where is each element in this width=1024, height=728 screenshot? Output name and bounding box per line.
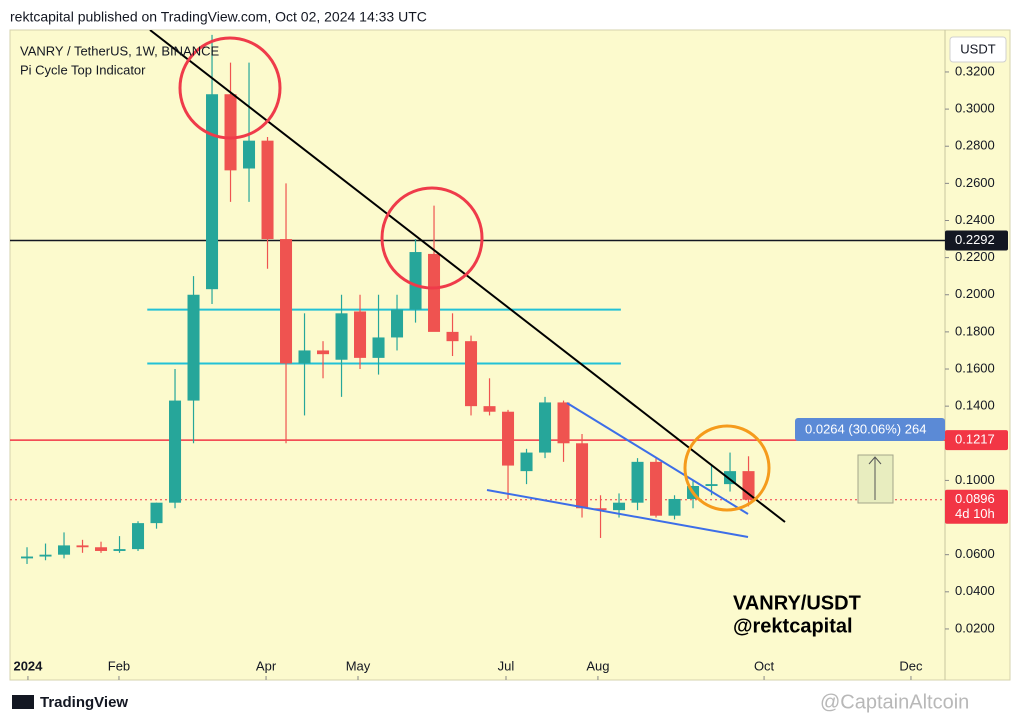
candle-body: [483, 406, 496, 412]
price-label-box: [945, 430, 1008, 451]
highlight-circle: [683, 424, 771, 512]
plot-area: [10, 34, 945, 564]
candle-body: [650, 461, 663, 516]
candle-body: [613, 502, 626, 511]
y-tick-label: 0.2400: [955, 212, 995, 227]
candle-body: [465, 341, 478, 407]
highlight-circle: [380, 186, 484, 290]
candle-body: [224, 94, 237, 171]
candle-body: [354, 311, 367, 358]
price-label-box: [945, 489, 1008, 524]
y-tick-label: 0.1000: [955, 472, 995, 487]
footer-brand: TradingView: [40, 694, 128, 711]
chart-title: VANRY / TetherUS, 1W, BINANCE: [20, 43, 219, 58]
wedge-line: [486, 489, 749, 538]
measure-arrow-head: [868, 456, 882, 465]
price-label-box: [945, 230, 1008, 251]
candle-body: [428, 253, 441, 332]
annotation: VANRY/USDT: [733, 592, 861, 614]
y-tick-label: 0.3200: [955, 63, 995, 78]
candle-body: [705, 484, 718, 486]
candle-body: [243, 140, 256, 169]
candle-body: [39, 554, 52, 557]
trendline: [149, 30, 786, 523]
candle-body: [261, 140, 274, 240]
candle-body: [280, 239, 293, 364]
candle-body: [132, 523, 145, 550]
x-tick-label: Dec: [899, 658, 923, 673]
wedge-line: [566, 402, 749, 515]
candle-body: [187, 294, 200, 401]
candle-body: [742, 471, 755, 500]
measure-label-box: [795, 418, 945, 441]
candle-body: [21, 556, 34, 559]
highlight-circle: [178, 36, 282, 140]
y-tick-label: 0.2800: [955, 138, 995, 153]
x-tick-label: Apr: [256, 658, 277, 673]
candle-body: [391, 309, 404, 338]
header: rektcapital published on TradingView.com…: [10, 9, 427, 25]
y-tick-label: 0.0400: [955, 583, 995, 598]
y-tick-label: 0.1800: [955, 323, 995, 338]
candle-body: [631, 461, 644, 503]
price-label: 0.1217: [955, 432, 995, 447]
candle-body: [372, 337, 385, 358]
y-tick-label: 0.0200: [955, 620, 995, 635]
plot-background: [9, 29, 1011, 681]
candle-body: [668, 498, 681, 516]
candle-body: [95, 547, 108, 551]
candle-body: [557, 402, 570, 444]
countdown: 4d 10h: [955, 506, 995, 521]
candle-body: [298, 350, 311, 364]
y-tick-label: 0.3000: [955, 101, 995, 116]
x-tick-label: May: [346, 658, 371, 673]
y-tick-label: 0.1600: [955, 360, 995, 375]
candle-body: [150, 502, 163, 524]
candle-body: [169, 400, 182, 503]
candle-body: [576, 443, 589, 509]
candle-body: [317, 350, 330, 355]
candle-body: [58, 545, 71, 555]
x-tick-label: Feb: [108, 658, 130, 673]
candle-body: [76, 545, 89, 548]
candle-body: [520, 452, 533, 472]
candle-body: [502, 411, 515, 466]
y-tick-label: 0.1400: [955, 398, 995, 413]
measure-label: 0.0264 (30.06%) 264: [805, 421, 926, 436]
y-tick-label: 0.2200: [955, 249, 995, 264]
footer-logo: [12, 695, 34, 709]
currency-button[interactable]: [949, 36, 1007, 63]
currency[interactable]: USDT: [960, 41, 995, 56]
annotation: @rektcapital: [733, 615, 853, 637]
candle-body: [335, 313, 348, 360]
x-tick-label: Aug: [586, 658, 609, 673]
candle-body: [206, 94, 219, 290]
y-tick-label: 0.0600: [955, 546, 995, 561]
x-tick-label: 2024: [13, 658, 43, 673]
indicator-name: Pi Cycle Top Indicator: [20, 62, 146, 77]
candle-body: [539, 402, 552, 453]
candle-body: [409, 252, 422, 310]
drawings: [149, 30, 894, 538]
x-tick-label: Oct: [754, 658, 775, 673]
candle-body: [113, 549, 126, 551]
candle-body: [446, 331, 459, 342]
price-label: 0.0896: [955, 491, 995, 506]
candle-body: [594, 508, 607, 511]
y-tick-label: 0.2600: [955, 175, 995, 190]
y-tick-label: 0.2000: [955, 286, 995, 301]
x-tick-label: Jul: [498, 658, 515, 673]
watermark: @CaptainAltcoin: [820, 691, 969, 713]
price-label: 0.2292: [955, 232, 995, 247]
